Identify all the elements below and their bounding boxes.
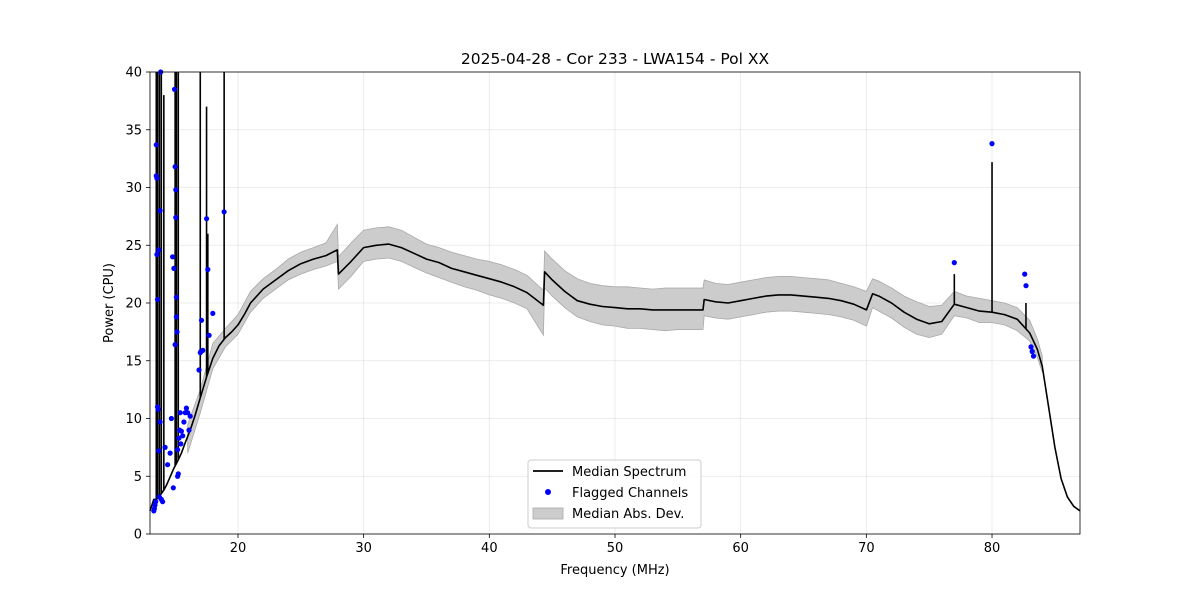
legend-label-median-spectrum: Median Spectrum	[572, 465, 686, 480]
x-tick-label: 70	[858, 541, 875, 556]
legend-label-flagged-channels: Flagged Channels	[572, 486, 688, 501]
flagged-channel-point	[196, 367, 202, 373]
flagged-channel-point	[1029, 348, 1035, 355]
median-abs-dev-band	[187, 223, 1043, 454]
flagged-channel-point	[170, 254, 176, 260]
median-spectrum-line	[149, 243, 1081, 512]
flagged-channel-point	[181, 419, 187, 425]
plot-area	[149, 69, 1081, 514]
flagged-channel-point	[154, 175, 160, 181]
x-tick-label: 50	[607, 541, 624, 556]
flagged-channel-point	[1030, 353, 1037, 359]
y-axis-label: Power (CPU)	[102, 263, 117, 343]
flagged-channel-point	[187, 413, 193, 419]
flagged-channel-point	[162, 444, 168, 450]
legend-box	[527, 459, 702, 529]
flagged-channel-point	[172, 164, 178, 170]
flagged-channel-point	[171, 265, 177, 271]
chart-title: 2025-04-28 - Cor 233 - LWA154 - Pol XX	[461, 50, 770, 68]
flagged-channel-point	[178, 441, 184, 447]
x-tick-label: 30	[355, 541, 372, 556]
flagged-channel-point	[180, 433, 186, 439]
flagged-channel-point	[206, 332, 212, 338]
flagged-channel-point	[178, 428, 184, 434]
flagged-channel-point	[204, 216, 210, 222]
flagged-channel-point	[173, 294, 179, 300]
flagged-channel-point	[172, 342, 178, 348]
flagged-channel-point	[186, 427, 192, 433]
y-tick-label: 25	[125, 239, 142, 254]
flagged-channel-point	[183, 405, 189, 411]
y-tick-label: 40	[125, 66, 142, 81]
x-axis: 20 30 40 50 60 70 80	[230, 534, 1001, 556]
flagged-channel-point	[170, 485, 176, 491]
flagged-channel-point	[165, 462, 171, 468]
flagged-channel-point	[173, 214, 179, 221]
legend[interactable]: Median Spectrum Flagged Channels Median …	[527, 459, 702, 529]
flagged-channel-point	[989, 141, 995, 147]
flagged-channel-point	[210, 310, 216, 316]
flagged-channel-point	[154, 296, 161, 303]
flagged-channel-point	[200, 347, 206, 353]
flagged-channel-point	[174, 329, 180, 335]
flagged-channel-point	[1022, 271, 1028, 277]
legend-band-swatch	[532, 507, 564, 520]
flagged-channel-point	[205, 266, 211, 273]
flagged-channel-point	[153, 499, 159, 505]
y-tick-label: 10	[125, 412, 142, 427]
flagged-channel-point	[156, 247, 162, 253]
y-tick-label: 35	[125, 123, 142, 138]
flagged-channel-point	[153, 142, 159, 148]
x-tick-label: 80	[984, 541, 1001, 556]
flagged-channel-point	[167, 450, 173, 456]
flagged-channel-point	[1023, 283, 1029, 289]
x-tick-label: 20	[230, 541, 247, 556]
legend-marker-swatch	[545, 489, 551, 495]
y-tick-label: 20	[125, 297, 142, 312]
y-tick-label: 5	[134, 470, 142, 485]
flagged-channel-point	[176, 435, 182, 441]
flagged-channel-point	[154, 251, 160, 258]
flagged-channel-point	[221, 209, 227, 215]
flagged-channel-point	[168, 415, 174, 422]
flagged-channel-point	[175, 471, 181, 477]
y-axis: 0 5 10 15 20 25 30 35 40	[125, 66, 150, 543]
flagged-channel-point	[951, 260, 957, 266]
x-tick-label: 60	[732, 541, 749, 556]
x-axis-label: Frequency (MHz)	[560, 563, 669, 578]
flagged-channel-point	[156, 448, 162, 454]
flagged-channel-point	[198, 317, 205, 323]
flagged-channel-point	[175, 447, 181, 453]
flagged-channel-point	[157, 419, 163, 425]
x-tick-label: 40	[481, 541, 498, 556]
flagged-channel-point	[1028, 344, 1034, 350]
flagged-channel-point	[171, 86, 178, 92]
flagged-channel-point	[157, 208, 163, 214]
flagged-channel-point	[160, 499, 166, 505]
y-tick-label: 15	[125, 354, 142, 369]
flagged-channel-point	[173, 314, 179, 320]
flagged-channel-point	[173, 187, 179, 193]
flagged-channel-point	[177, 410, 183, 416]
legend-label-median-abs-dev: Median Abs. Dev.	[572, 507, 684, 522]
flagged-channel-point	[155, 406, 161, 412]
y-tick-label: 30	[125, 181, 142, 196]
y-tick-label: 0	[134, 528, 142, 543]
